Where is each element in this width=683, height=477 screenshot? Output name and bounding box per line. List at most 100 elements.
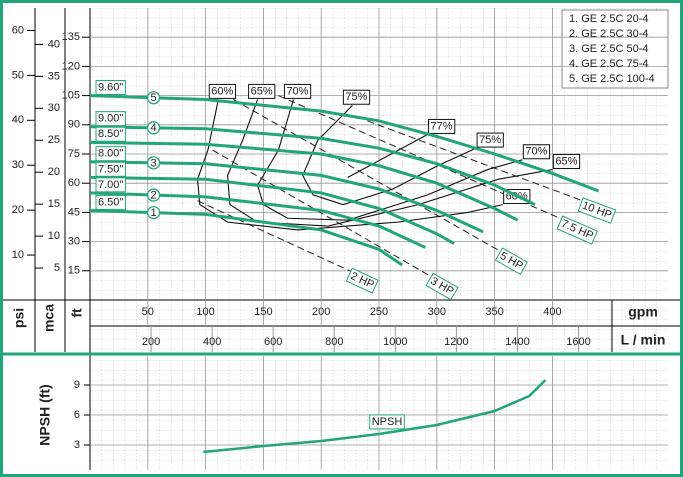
- efficiency-label: 70%: [525, 146, 547, 158]
- impeller-label: 6.50": [98, 196, 123, 208]
- label-box: [577, 197, 617, 224]
- y-tick-label: 90: [68, 119, 80, 131]
- x2-tick-label: 1600: [566, 336, 590, 348]
- frame: [0, 8, 683, 470]
- x2-tick-label: 1000: [383, 336, 407, 348]
- x2-tick-label: 1200: [444, 336, 468, 348]
- efficiency-label: 65%: [555, 155, 577, 167]
- label-box: [95, 80, 126, 96]
- impeller-curve: [89, 191, 426, 249]
- x-tick-label: 100: [196, 306, 214, 318]
- y-tick-label: 75: [68, 148, 80, 160]
- ft-label: ft: [69, 308, 85, 318]
- label-box: [95, 146, 126, 162]
- legend-box: [561, 9, 669, 89]
- x2-tick-label: 1400: [505, 336, 529, 348]
- impeller-label: 9.00": [98, 113, 123, 125]
- x2-tick-label: 600: [264, 336, 282, 348]
- psi-label: psi: [11, 308, 27, 328]
- psi-tick-label: 60: [12, 24, 24, 36]
- label-box: [552, 153, 581, 169]
- y-tick-label: 60: [68, 177, 80, 189]
- impeller-curve: [89, 94, 600, 193]
- model-marker: [146, 188, 161, 202]
- label-box: [342, 89, 371, 105]
- impeller-label: 8.50": [98, 128, 123, 140]
- efficiency-label: 60%: [211, 85, 233, 97]
- y-tick-label: 15: [68, 265, 80, 277]
- model-number: 4: [151, 122, 157, 134]
- legend-entry: 3. GE 2.5C 50-4: [569, 43, 649, 55]
- label-box: [428, 118, 456, 134]
- power-line: [233, 99, 508, 256]
- impeller-curve: [89, 160, 484, 234]
- mca-tick-label: 10: [48, 230, 60, 242]
- label-box: [425, 272, 459, 301]
- mca-tick-label: 35: [48, 70, 60, 82]
- lmin-label: L / min: [621, 332, 666, 348]
- y-tick-label: 135: [62, 31, 80, 43]
- label-box: [283, 83, 312, 99]
- label-box: [248, 83, 276, 99]
- efficiency-label: 75%: [479, 134, 501, 146]
- psi-tick-label: 50: [12, 69, 24, 81]
- y-tick-label: 6: [74, 409, 80, 421]
- efficiency-label: 65%: [251, 85, 273, 97]
- psi-tick-label: 20: [12, 204, 24, 216]
- power-line: [367, 120, 594, 206]
- mca-tick-label: 15: [48, 198, 60, 210]
- gpm-label: gpm: [628, 304, 658, 320]
- y-tick-label: 45: [68, 206, 80, 218]
- efficiency-curve: [257, 99, 523, 221]
- efficiency-label: 70%: [286, 85, 308, 97]
- impeller-label: 9.60": [98, 82, 123, 94]
- x2-tick-label: 400: [203, 336, 221, 348]
- psi-tick-label: 40: [12, 114, 24, 126]
- efficiency-curve: [302, 104, 477, 206]
- x-tick-label: 150: [254, 306, 272, 318]
- x-tick-label: 300: [428, 306, 446, 318]
- efficiency-curve: [347, 134, 428, 178]
- label-box: [522, 144, 551, 160]
- mca-tick-label: 30: [48, 102, 60, 114]
- npsh-label: NPSH (ft): [37, 384, 53, 445]
- legend-entry: 5. GE 2.5C 100-4: [569, 73, 655, 85]
- label-box: [208, 83, 237, 99]
- impeller-label: 7.50": [98, 163, 123, 175]
- y-tick-label: 105: [62, 90, 80, 102]
- x-tick-label: 250: [370, 306, 388, 318]
- legend-entry: 2. GE 2.5C 30-4: [569, 28, 649, 40]
- x-tick-label: 400: [543, 306, 561, 318]
- impeller-label: 8.00": [98, 148, 123, 160]
- x2-tick-label: 800: [325, 336, 343, 348]
- x2-tick-label: 200: [142, 336, 160, 348]
- model-number: 2: [151, 189, 157, 201]
- model-marker: [146, 156, 161, 170]
- label-box: [556, 215, 598, 245]
- efficiency-label: 77%: [431, 120, 453, 132]
- impeller-curve: [89, 175, 455, 245]
- npsh-curve-label: NPSH: [372, 416, 403, 428]
- psi-tick-label: 30: [12, 159, 24, 171]
- impeller-label: 7.00": [98, 179, 123, 191]
- label-box: [476, 132, 504, 148]
- model-number: 1: [151, 207, 157, 219]
- mca-label: mca: [41, 304, 57, 332]
- psi-tick-label: 10: [12, 249, 24, 261]
- legend-entry: 4. GE 2.5C 75-4: [569, 58, 649, 70]
- mca-tick-label: 5: [54, 262, 60, 274]
- model-number: 5: [151, 92, 157, 104]
- label-box: [95, 161, 126, 177]
- label-box: [95, 177, 126, 193]
- efficiency-label: 75%: [345, 91, 367, 103]
- label-box: [95, 194, 126, 210]
- model-marker: [146, 91, 161, 105]
- x-tick-label: 50: [142, 306, 154, 318]
- mca-tick-label: 25: [48, 134, 60, 146]
- label-box: [95, 111, 126, 127]
- label-box: [345, 267, 379, 294]
- npsh-curve: [203, 379, 547, 454]
